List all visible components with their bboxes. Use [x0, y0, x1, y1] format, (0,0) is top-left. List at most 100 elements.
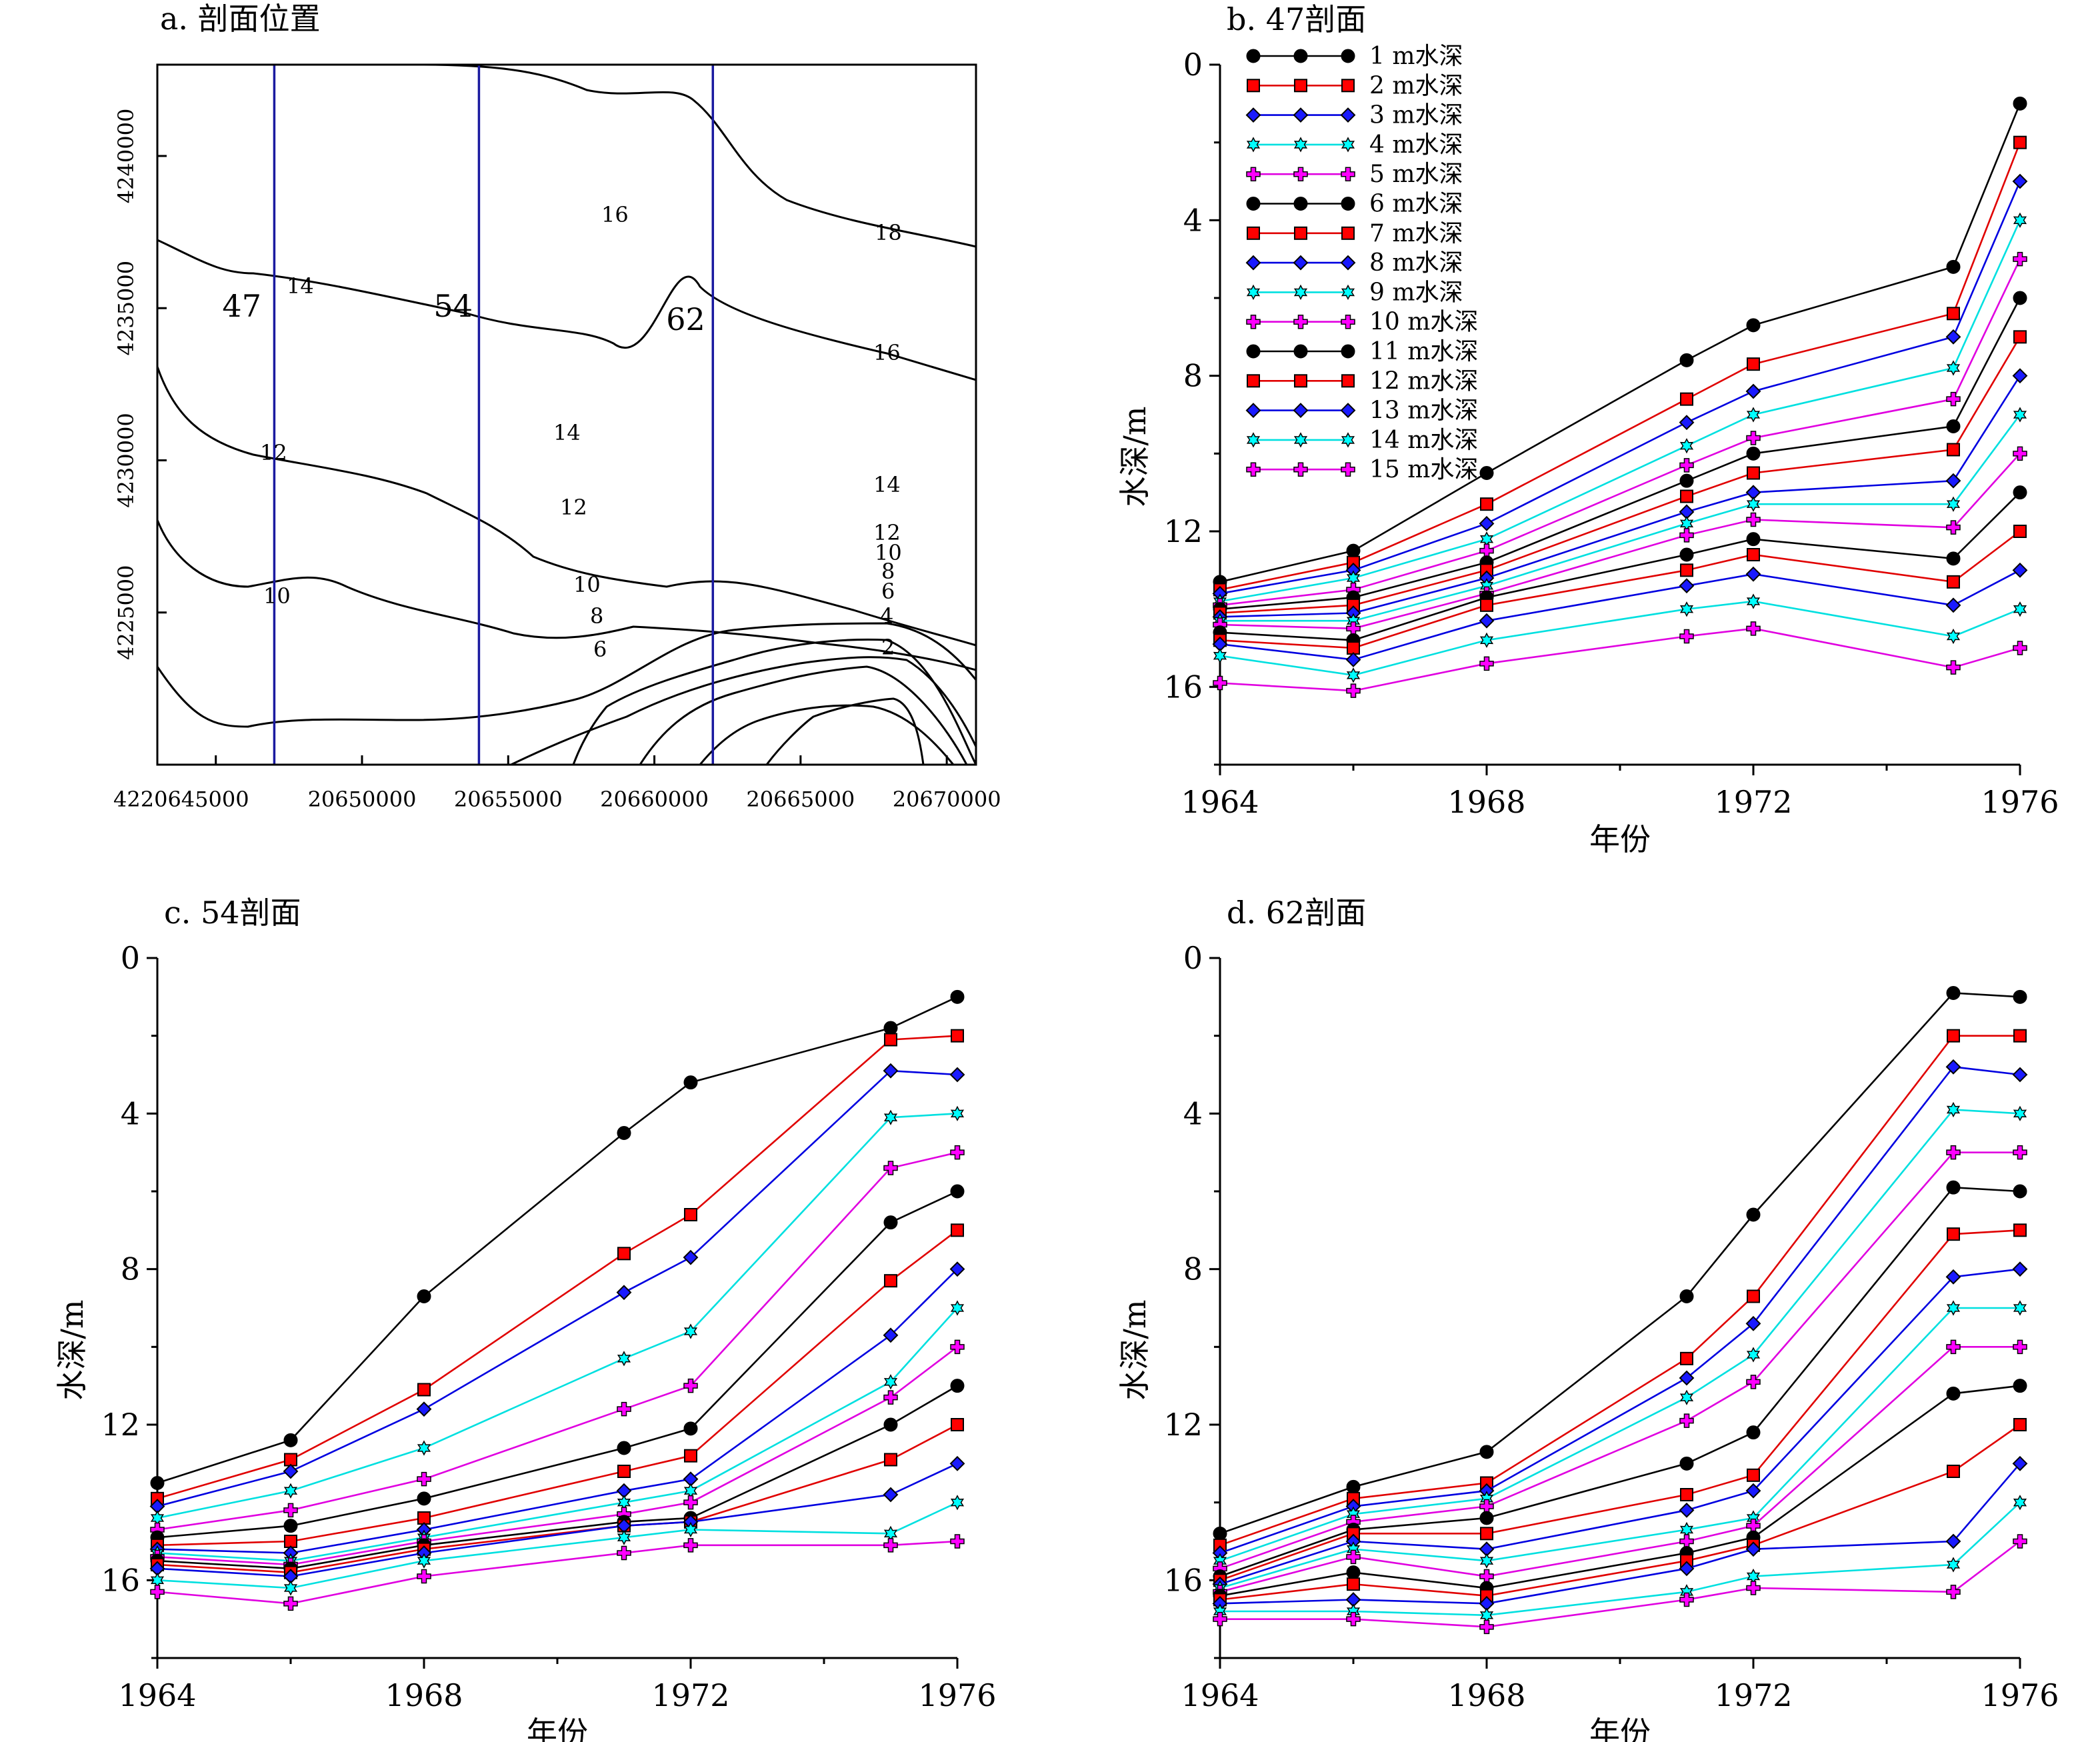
legend-label: 8 m水深 — [1369, 249, 1463, 277]
legend-marker — [1246, 432, 1261, 448]
legend-label: 13 m水深 — [1369, 397, 1478, 425]
legend-marker — [1246, 314, 1261, 329]
legend-marker — [1246, 462, 1261, 477]
data-point-marker — [884, 1453, 897, 1467]
data-point-marker — [1479, 1511, 1494, 1525]
data-point-marker — [883, 1215, 898, 1230]
series-15 — [1213, 621, 2027, 698]
legend-marker — [1293, 167, 1308, 181]
data-point-marker — [883, 1021, 898, 1035]
series-11 — [1213, 1379, 2027, 1603]
data-point-marker — [950, 1184, 965, 1199]
data-point-marker — [1746, 1347, 1761, 1363]
data-point-marker — [1346, 1565, 1361, 1580]
data-point-marker — [2012, 368, 2028, 384]
data-point-marker — [2013, 407, 2027, 423]
data-point-marker — [617, 1126, 631, 1140]
data-point-marker — [1479, 1619, 1494, 1635]
data-point-marker — [683, 1323, 698, 1339]
y-tick-label: 16 — [1163, 1562, 1203, 1598]
data-point-marker — [1947, 575, 1960, 589]
data-point-marker — [883, 1109, 898, 1125]
data-point-marker — [417, 1289, 431, 1303]
legend-marker — [1293, 462, 1308, 477]
data-point-marker — [2013, 641, 2027, 655]
data-point-marker — [1946, 520, 1961, 535]
series-8 — [149, 1261, 965, 1561]
data-point-marker — [1679, 1289, 1694, 1303]
series-line — [157, 1190, 958, 1539]
data-point-marker — [1745, 1541, 1761, 1557]
data-point-marker — [683, 1538, 698, 1553]
data-point-marker — [1746, 496, 1761, 512]
legend-item: 12 m水深 — [1247, 367, 1478, 395]
data-point-marker — [1947, 1029, 1960, 1043]
series-13 — [1212, 1455, 2028, 1611]
data-point-marker — [2013, 1223, 2027, 1237]
x-tick-label: 1968 — [1447, 1677, 1525, 1713]
contour-0 — [765, 697, 925, 765]
data-point-marker — [417, 1569, 431, 1584]
legend-item: 11 m水深 — [1246, 338, 1478, 365]
series-line — [1219, 142, 2021, 591]
series-15 — [1213, 1534, 2027, 1635]
data-point-marker — [283, 1503, 298, 1518]
series-line — [1219, 453, 2021, 630]
legend-marker — [1341, 226, 1355, 240]
legend-label: 11 m水深 — [1369, 338, 1478, 365]
data-point-marker — [1680, 1351, 1693, 1365]
data-point-marker — [617, 1441, 631, 1455]
data-point-marker — [1746, 407, 1761, 423]
contour-14 — [157, 366, 976, 647]
data-point-marker — [1346, 1611, 1361, 1627]
series-line — [1219, 1151, 2020, 1570]
data-point-marker — [283, 1463, 299, 1479]
profile-label-54: 54 — [433, 288, 473, 324]
panel-b-chart: b. 47剖面 1964 1968 1972 1976 0 4 8 12 16 水深/m 年份 1 m水… — [1117, 1, 2059, 857]
data-point-marker — [1746, 593, 1761, 609]
y-axis-label: 水深/m — [54, 1299, 90, 1400]
data-point-marker — [1945, 473, 1961, 489]
y-tick-label: 4 — [1183, 202, 1203, 238]
map-x-tick-label: 20660000 — [600, 787, 709, 812]
legend-marker — [1293, 314, 1308, 329]
data-point-marker — [950, 1145, 965, 1160]
chart-title: c. 54剖面 — [164, 895, 301, 931]
series-line — [1219, 181, 2021, 595]
map-frame — [156, 63, 977, 766]
series-12 — [1213, 1418, 2027, 1607]
data-point-marker — [1479, 1445, 1494, 1459]
data-point-marker — [2013, 601, 2027, 617]
contour-18 — [419, 65, 976, 248]
legend-item: 7 m水深 — [1247, 220, 1463, 247]
data-point-marker — [2012, 1261, 2028, 1277]
y-tick-label: 0 — [121, 940, 140, 976]
contour-label: 18 — [875, 220, 902, 245]
contour-label: 10 — [875, 540, 902, 565]
series-14 — [1213, 593, 2027, 683]
data-point-marker — [1747, 1289, 1760, 1303]
x-axis-label: 年份 — [1589, 821, 1651, 857]
data-point-marker — [1945, 597, 1961, 613]
data-point-marker — [416, 1401, 432, 1417]
data-point-marker — [683, 1378, 698, 1393]
series-1 — [150, 989, 965, 1490]
data-point-marker — [417, 1440, 431, 1456]
y-tick-label: 12 — [1163, 1407, 1203, 1443]
data-point-marker — [1945, 329, 1961, 345]
y-tick-label: 8 — [121, 1251, 140, 1287]
data-point-marker — [1946, 1180, 1961, 1195]
data-point-marker — [1479, 632, 1494, 648]
legend-item: 9 m水深 — [1246, 279, 1463, 306]
legend-marker — [1294, 226, 1307, 240]
data-point-marker — [1680, 563, 1693, 577]
data-point-marker — [683, 1075, 698, 1090]
data-point-marker — [1946, 1386, 1961, 1401]
x-tick-label: 1976 — [1981, 1677, 2059, 1713]
contour-label: 8 — [590, 603, 603, 629]
data-point-marker — [950, 989, 965, 1004]
legend-marker — [1341, 432, 1355, 448]
contour-label: 8 — [881, 559, 895, 584]
data-point-marker — [1679, 1456, 1694, 1471]
